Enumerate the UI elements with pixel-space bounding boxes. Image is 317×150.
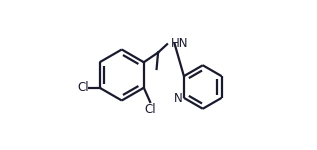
Text: HN: HN [171,37,188,50]
Text: Cl: Cl [145,103,156,116]
Text: Cl: Cl [77,81,89,94]
Text: N: N [174,92,183,105]
